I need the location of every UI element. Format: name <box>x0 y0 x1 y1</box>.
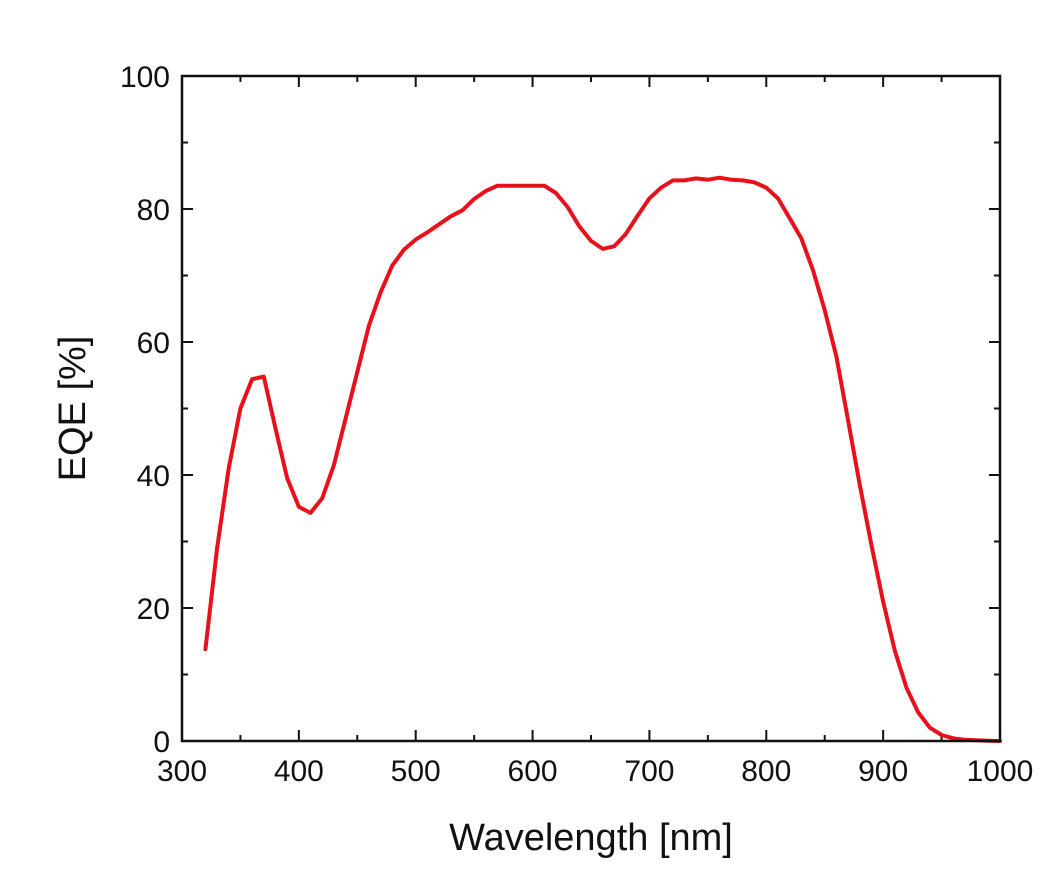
x-axis-title: Wavelength [nm] <box>449 817 733 859</box>
ticks-layer <box>181 75 1001 742</box>
tick-labels-layer: 300 400 500 600 700 800 900 1000 0 20 40 60 80 100 <box>120 61 1033 788</box>
x-tick-label: 900 <box>858 755 908 788</box>
series-line-eqe <box>203 175 1002 743</box>
plot-frame <box>180 74 1002 743</box>
y-tick-label: 40 <box>137 460 170 493</box>
x-tick-label: 600 <box>508 755 558 788</box>
y-tick-label: 100 <box>120 61 170 94</box>
x-tick-label: 800 <box>741 755 791 788</box>
y-tick-label: 80 <box>137 194 170 227</box>
y-tick-label: 0 <box>153 726 170 759</box>
x-tick-label: 1000 <box>967 755 1034 788</box>
x-tick-label: 300 <box>157 755 207 788</box>
x-tick-label: 400 <box>274 755 324 788</box>
x-tick-label: 700 <box>624 755 674 788</box>
x-tick-label: 500 <box>391 755 441 788</box>
y-tick-label: 60 <box>137 327 170 360</box>
y-tick-label: 20 <box>137 593 170 626</box>
y-axis-title: EQE [%] <box>52 336 94 482</box>
